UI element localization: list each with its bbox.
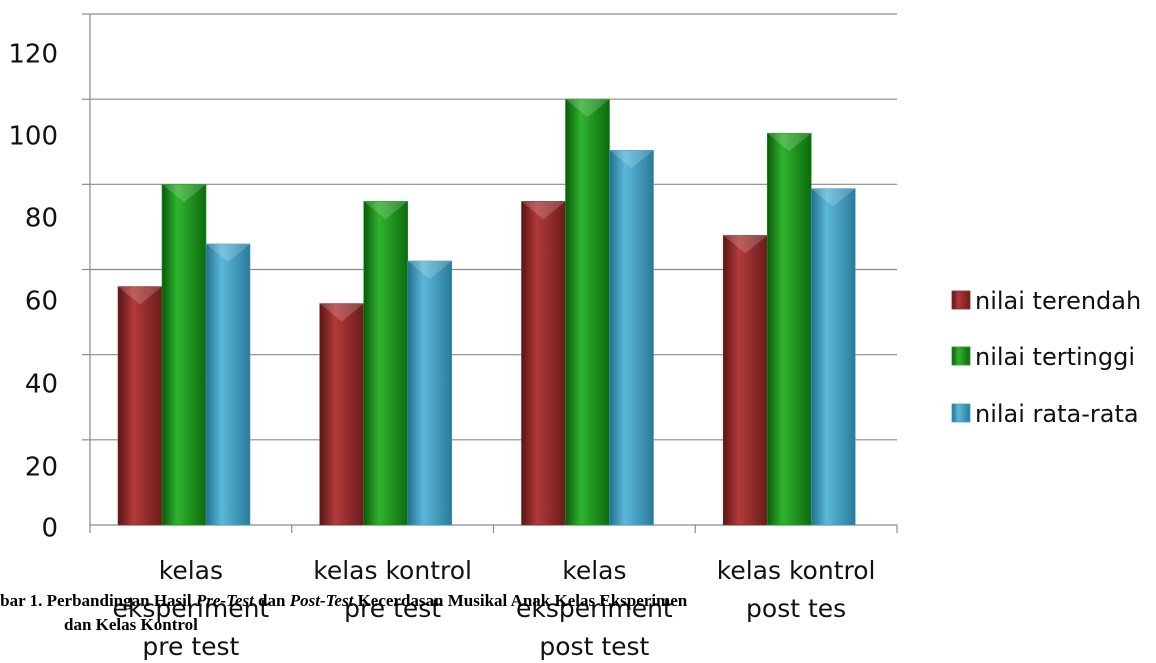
- bar: [319, 303, 365, 526]
- legend-swatch: [951, 403, 971, 423]
- y-axis-ticks: 0 20 40 60 80 100 120: [8, 40, 58, 544]
- bars: [117, 98, 856, 526]
- x-category-label: kelas: [562, 556, 626, 585]
- caption-line-1: mbar 1. Perbandingan Hasil Pre-Test dan …: [0, 591, 687, 611]
- caption-italic-posttest: Post-Test: [289, 591, 354, 610]
- x-category-label: pre test: [344, 594, 441, 623]
- y-tick-label: 120: [8, 40, 58, 70]
- bar: [205, 243, 251, 526]
- bar: [521, 201, 566, 526]
- x-axis-categories: kelas eksperiment pre test kelas kontrol pre…: [113, 556, 876, 661]
- bar: [363, 201, 409, 526]
- caption-suffix: Kecerdasan Musikal Anak Kelas Eksperimen: [353, 591, 688, 610]
- x-category-label: kelas kontrol: [313, 556, 472, 585]
- y-tick-label: 60: [25, 287, 58, 317]
- y-tick-label: 100: [8, 122, 58, 152]
- x-category-label: post tes: [746, 594, 846, 623]
- caption-mid: dan: [253, 591, 290, 610]
- legend-item: nilai rata-rata: [951, 400, 1139, 428]
- x-category-label: eksperiment: [113, 594, 270, 623]
- x-category-label: eksperiment: [516, 594, 673, 623]
- caption-line-2: dan Kelas Kontrol: [64, 615, 198, 634]
- bar: [565, 98, 610, 526]
- y-tick-label: 80: [25, 204, 58, 234]
- x-category-label: kelas kontrol: [717, 556, 876, 585]
- x-category-label: post test: [539, 632, 649, 661]
- bar: [117, 286, 163, 526]
- legend-item: nilai tertinggi: [951, 343, 1135, 371]
- bar: [766, 132, 812, 526]
- legend-swatch: [951, 290, 971, 310]
- x-category-label: pre test: [142, 632, 239, 661]
- bar: [407, 260, 453, 526]
- legend-item: nilai terendah: [951, 287, 1141, 315]
- y-tick-label: 20: [25, 453, 58, 483]
- legend-label: nilai terendah: [975, 287, 1141, 315]
- y-tick-label: 0: [41, 514, 58, 544]
- bar: [161, 184, 207, 526]
- x-category-label: kelas: [159, 556, 223, 585]
- bar: [722, 235, 768, 526]
- legend-swatch: [951, 346, 971, 366]
- caption-prefix: mbar 1. Perbandingan Hasil: [0, 591, 196, 610]
- legend: nilai terendah nilai tertinggi nilai rata-…: [951, 287, 1141, 428]
- y-tick-label: 40: [25, 370, 58, 400]
- caption-italic-pretest: Pre-Test: [195, 591, 254, 610]
- bar: [609, 149, 654, 526]
- legend-label: nilai rata-rata: [975, 400, 1139, 428]
- bar: [810, 188, 856, 526]
- legend-label: nilai tertinggi: [975, 343, 1135, 371]
